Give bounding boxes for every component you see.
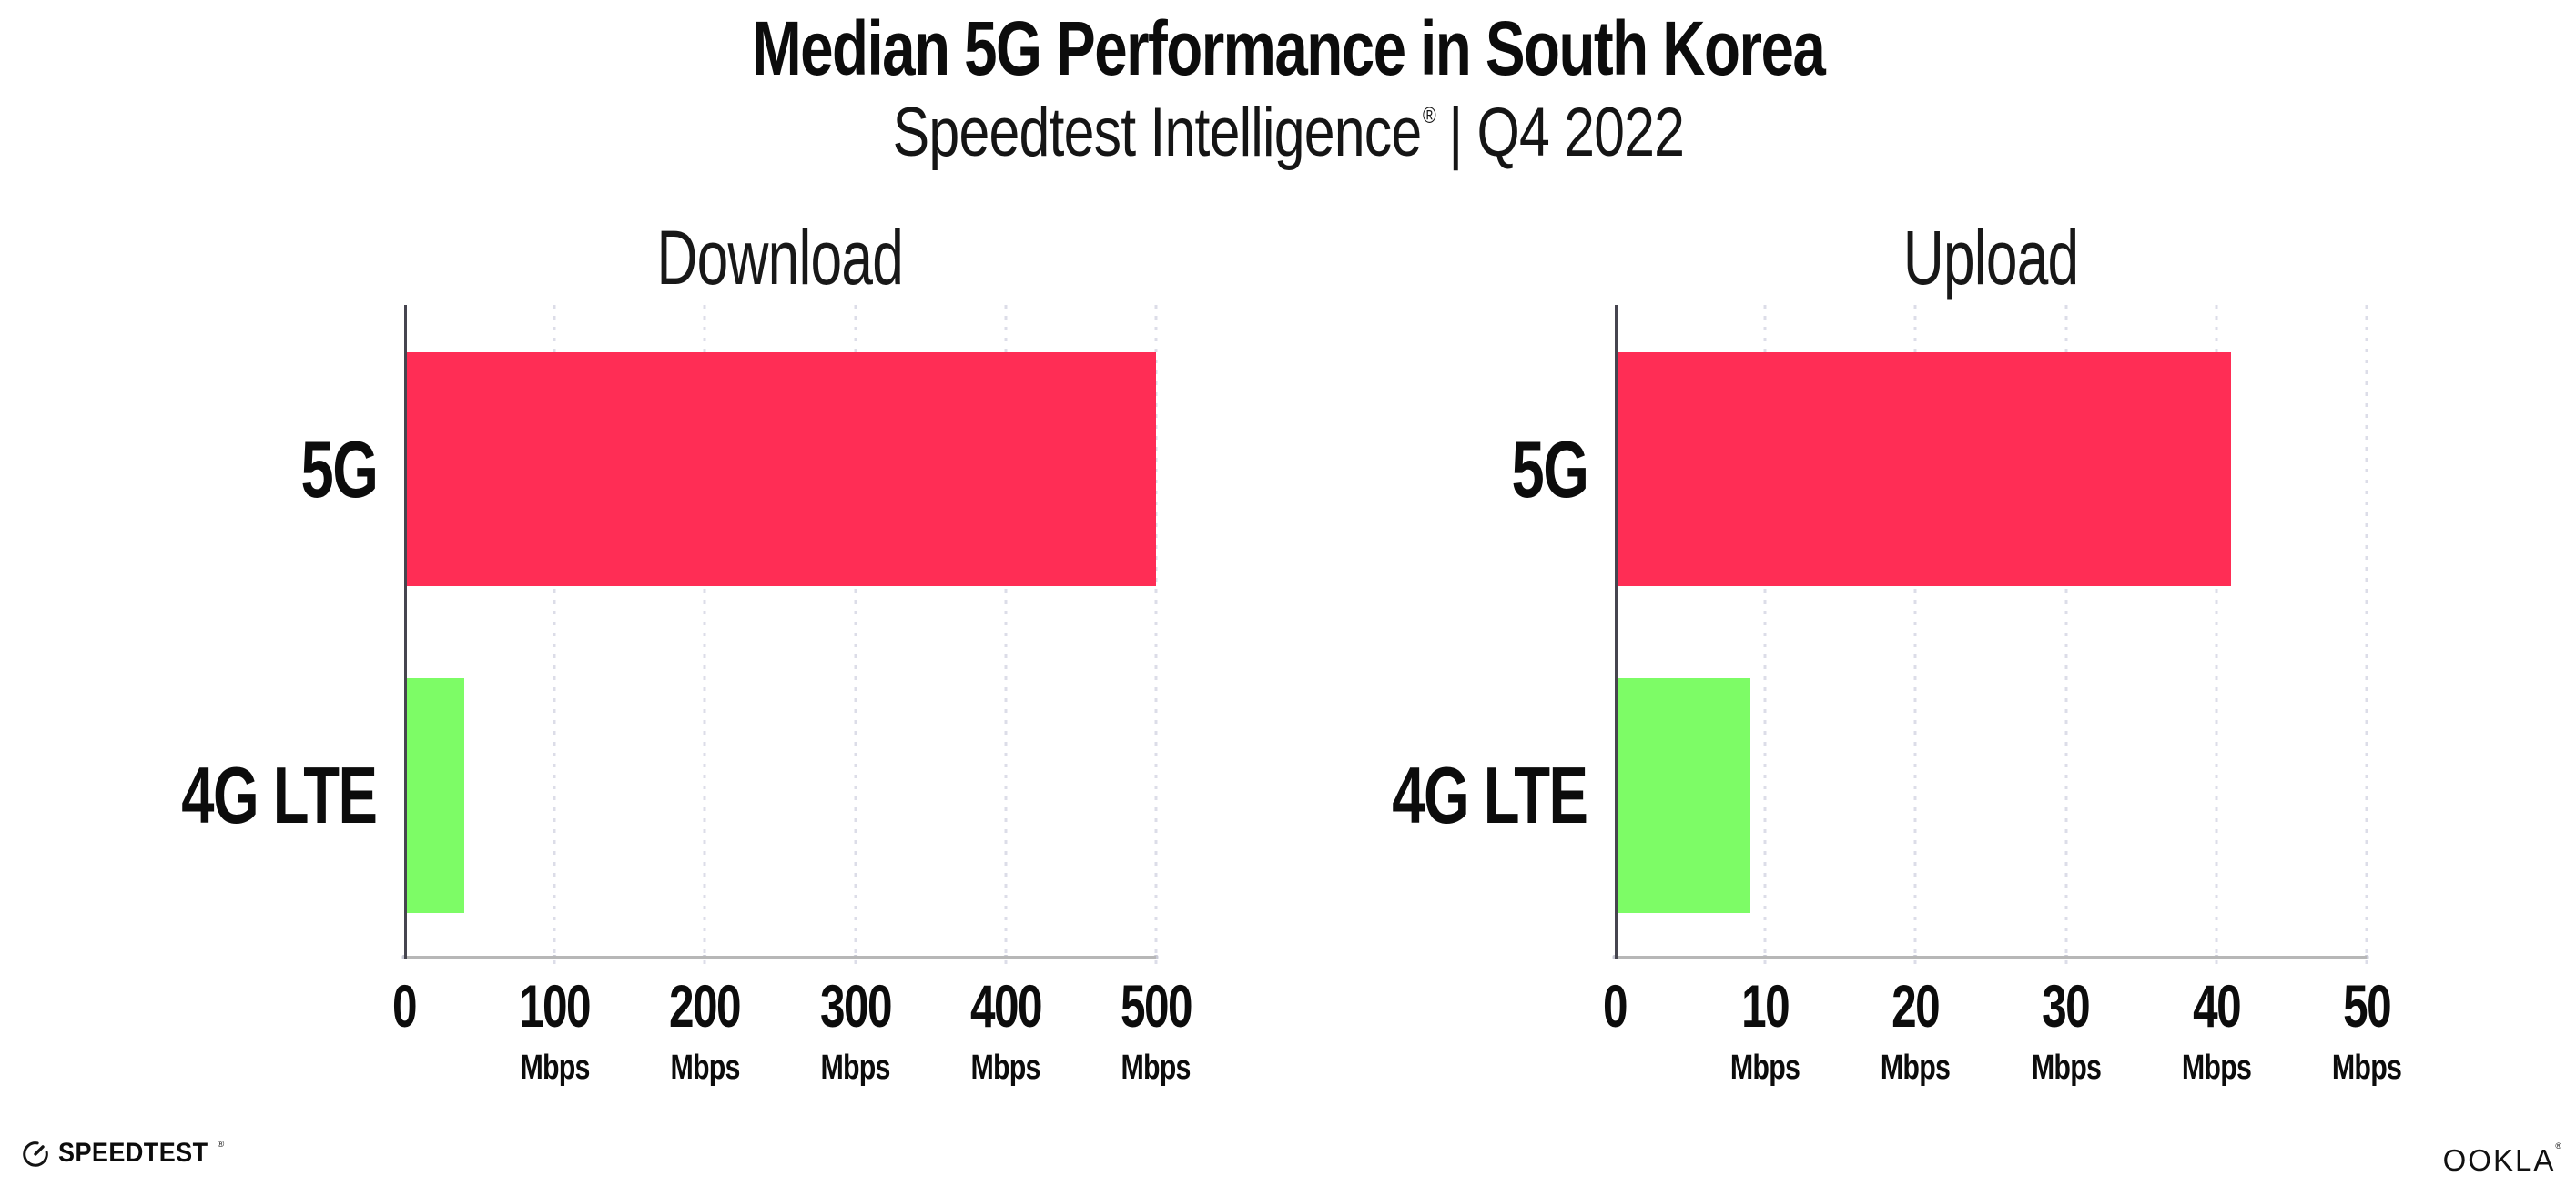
tick-unit-label: Mbps	[1730, 1049, 1800, 1087]
category-label-4g-lte: 4G LTE	[1392, 750, 1589, 840]
tick-label-100: 100 Mbps	[507, 976, 602, 1085]
tick-label-0: 0	[1599, 976, 1631, 1036]
x-axis-line	[1615, 956, 2367, 959]
bar-5g-download	[407, 352, 1156, 586]
tick-number: 0	[1602, 972, 1628, 1040]
x-axis-line	[404, 956, 1156, 959]
speedtest-registered-icon: ®	[217, 1139, 225, 1150]
tick-label-0: 0	[389, 976, 421, 1036]
gridline-10	[1763, 305, 1767, 965]
tick-label-400: 400 Mbps	[958, 976, 1053, 1085]
tick-label-20: 20 Mbps	[1872, 976, 1959, 1085]
bar-5g-upload	[1618, 352, 2232, 586]
bar-4g-lte-upload	[1618, 678, 1750, 913]
tick-unit-label: Mbps	[970, 1049, 1041, 1087]
tick-number: 500	[1120, 972, 1193, 1040]
bar-4g-lte-download	[407, 678, 465, 913]
page-subtitle: Speedtest Intelligence® | Q4 2022	[0, 96, 2576, 169]
gauge-icon	[23, 1141, 48, 1167]
gridline-500	[1154, 305, 1158, 965]
subtitle-brand: Speedtest Intelligence	[892, 94, 1421, 171]
tick-label-50: 50 Mbps	[2323, 976, 2409, 1085]
tick-label-200: 200 Mbps	[657, 976, 752, 1085]
tick-number: 400	[969, 972, 1043, 1040]
gridline-30	[2064, 305, 2068, 965]
tick-number: 50	[2342, 972, 2392, 1040]
category-label-5g: 5G	[1511, 423, 1588, 514]
y-axis-line	[404, 305, 407, 959]
tick-number: 200	[669, 972, 742, 1040]
facet-title-download: Download	[656, 215, 904, 300]
tick-number: 300	[819, 972, 893, 1040]
upload-chart: Upload 5G 4G LTE 0 10 Mbps 20 Mbps 30 Mbps 40 Mbp…	[1393, 219, 2402, 1085]
speedtest-wordmark: SPEEDTEST	[58, 1138, 208, 1168]
download-plot-area	[401, 305, 1159, 965]
tick-unit-label: Mbps	[1881, 1049, 1951, 1087]
category-label-4g-lte: 4G LTE	[181, 750, 379, 840]
tick-number: 20	[1891, 972, 1941, 1040]
tick-number: 10	[1741, 972, 1790, 1040]
gridline-300	[854, 305, 857, 965]
tick-unit-label: Mbps	[2031, 1049, 2102, 1087]
tick-unit-label: Mbps	[670, 1049, 740, 1087]
ookla-logo: OOKLA ®	[2442, 1141, 2561, 1178]
gridline-20	[1913, 305, 1917, 965]
registered-trademark-icon: ®	[1422, 103, 1436, 128]
tick-label-30: 30 Mbps	[2023, 976, 2109, 1085]
tick-unit-label: Mbps	[820, 1049, 891, 1087]
tick-number: 0	[391, 972, 418, 1040]
tick-unit-label: Mbps	[2181, 1049, 2252, 1087]
tick-label-300: 300 Mbps	[808, 976, 903, 1085]
tick-unit-label: Mbps	[2331, 1049, 2402, 1087]
tick-label-40: 40 Mbps	[2173, 976, 2259, 1085]
tick-label-500: 500 Mbps	[1109, 976, 1203, 1085]
y-axis-line	[1615, 305, 1618, 959]
tick-number: 40	[2192, 972, 2242, 1040]
category-label-5g: 5G	[300, 423, 378, 514]
tick-number: 100	[519, 972, 592, 1040]
gridline-40	[2215, 305, 2218, 965]
tick-unit-label: Mbps	[520, 1049, 590, 1087]
gridline-200	[703, 305, 706, 965]
ookla-wordmark: OOKLA	[2442, 1143, 2556, 1177]
tick-label-10: 10 Mbps	[1722, 976, 1809, 1085]
tick-mark-500	[1153, 955, 1159, 959]
page-title: Median 5G Performance in South Korea	[0, 7, 2576, 90]
tick-number: 30	[2042, 972, 2092, 1040]
facet-title-upload: Upload	[1902, 215, 2079, 300]
ookla-registered-icon: ®	[2555, 1141, 2561, 1151]
gridline-400	[1004, 305, 1008, 965]
subtitle-period: | Q4 2022	[1433, 94, 1685, 171]
download-chart: Download 5G 4G LTE 0 100 Mbps 200 Mbps 300 Mbps…	[182, 219, 1193, 1085]
tick-mark-50	[2364, 955, 2369, 959]
page-title-text: Median 5G Performance in South Korea	[751, 5, 1826, 91]
gridline-50	[2365, 305, 2368, 965]
upload-plot-area	[1612, 305, 2369, 965]
tick-unit-label: Mbps	[1121, 1049, 1192, 1087]
speedtest-logo: SPEEDTEST ®	[20, 1138, 238, 1169]
gridline-100	[553, 305, 556, 965]
